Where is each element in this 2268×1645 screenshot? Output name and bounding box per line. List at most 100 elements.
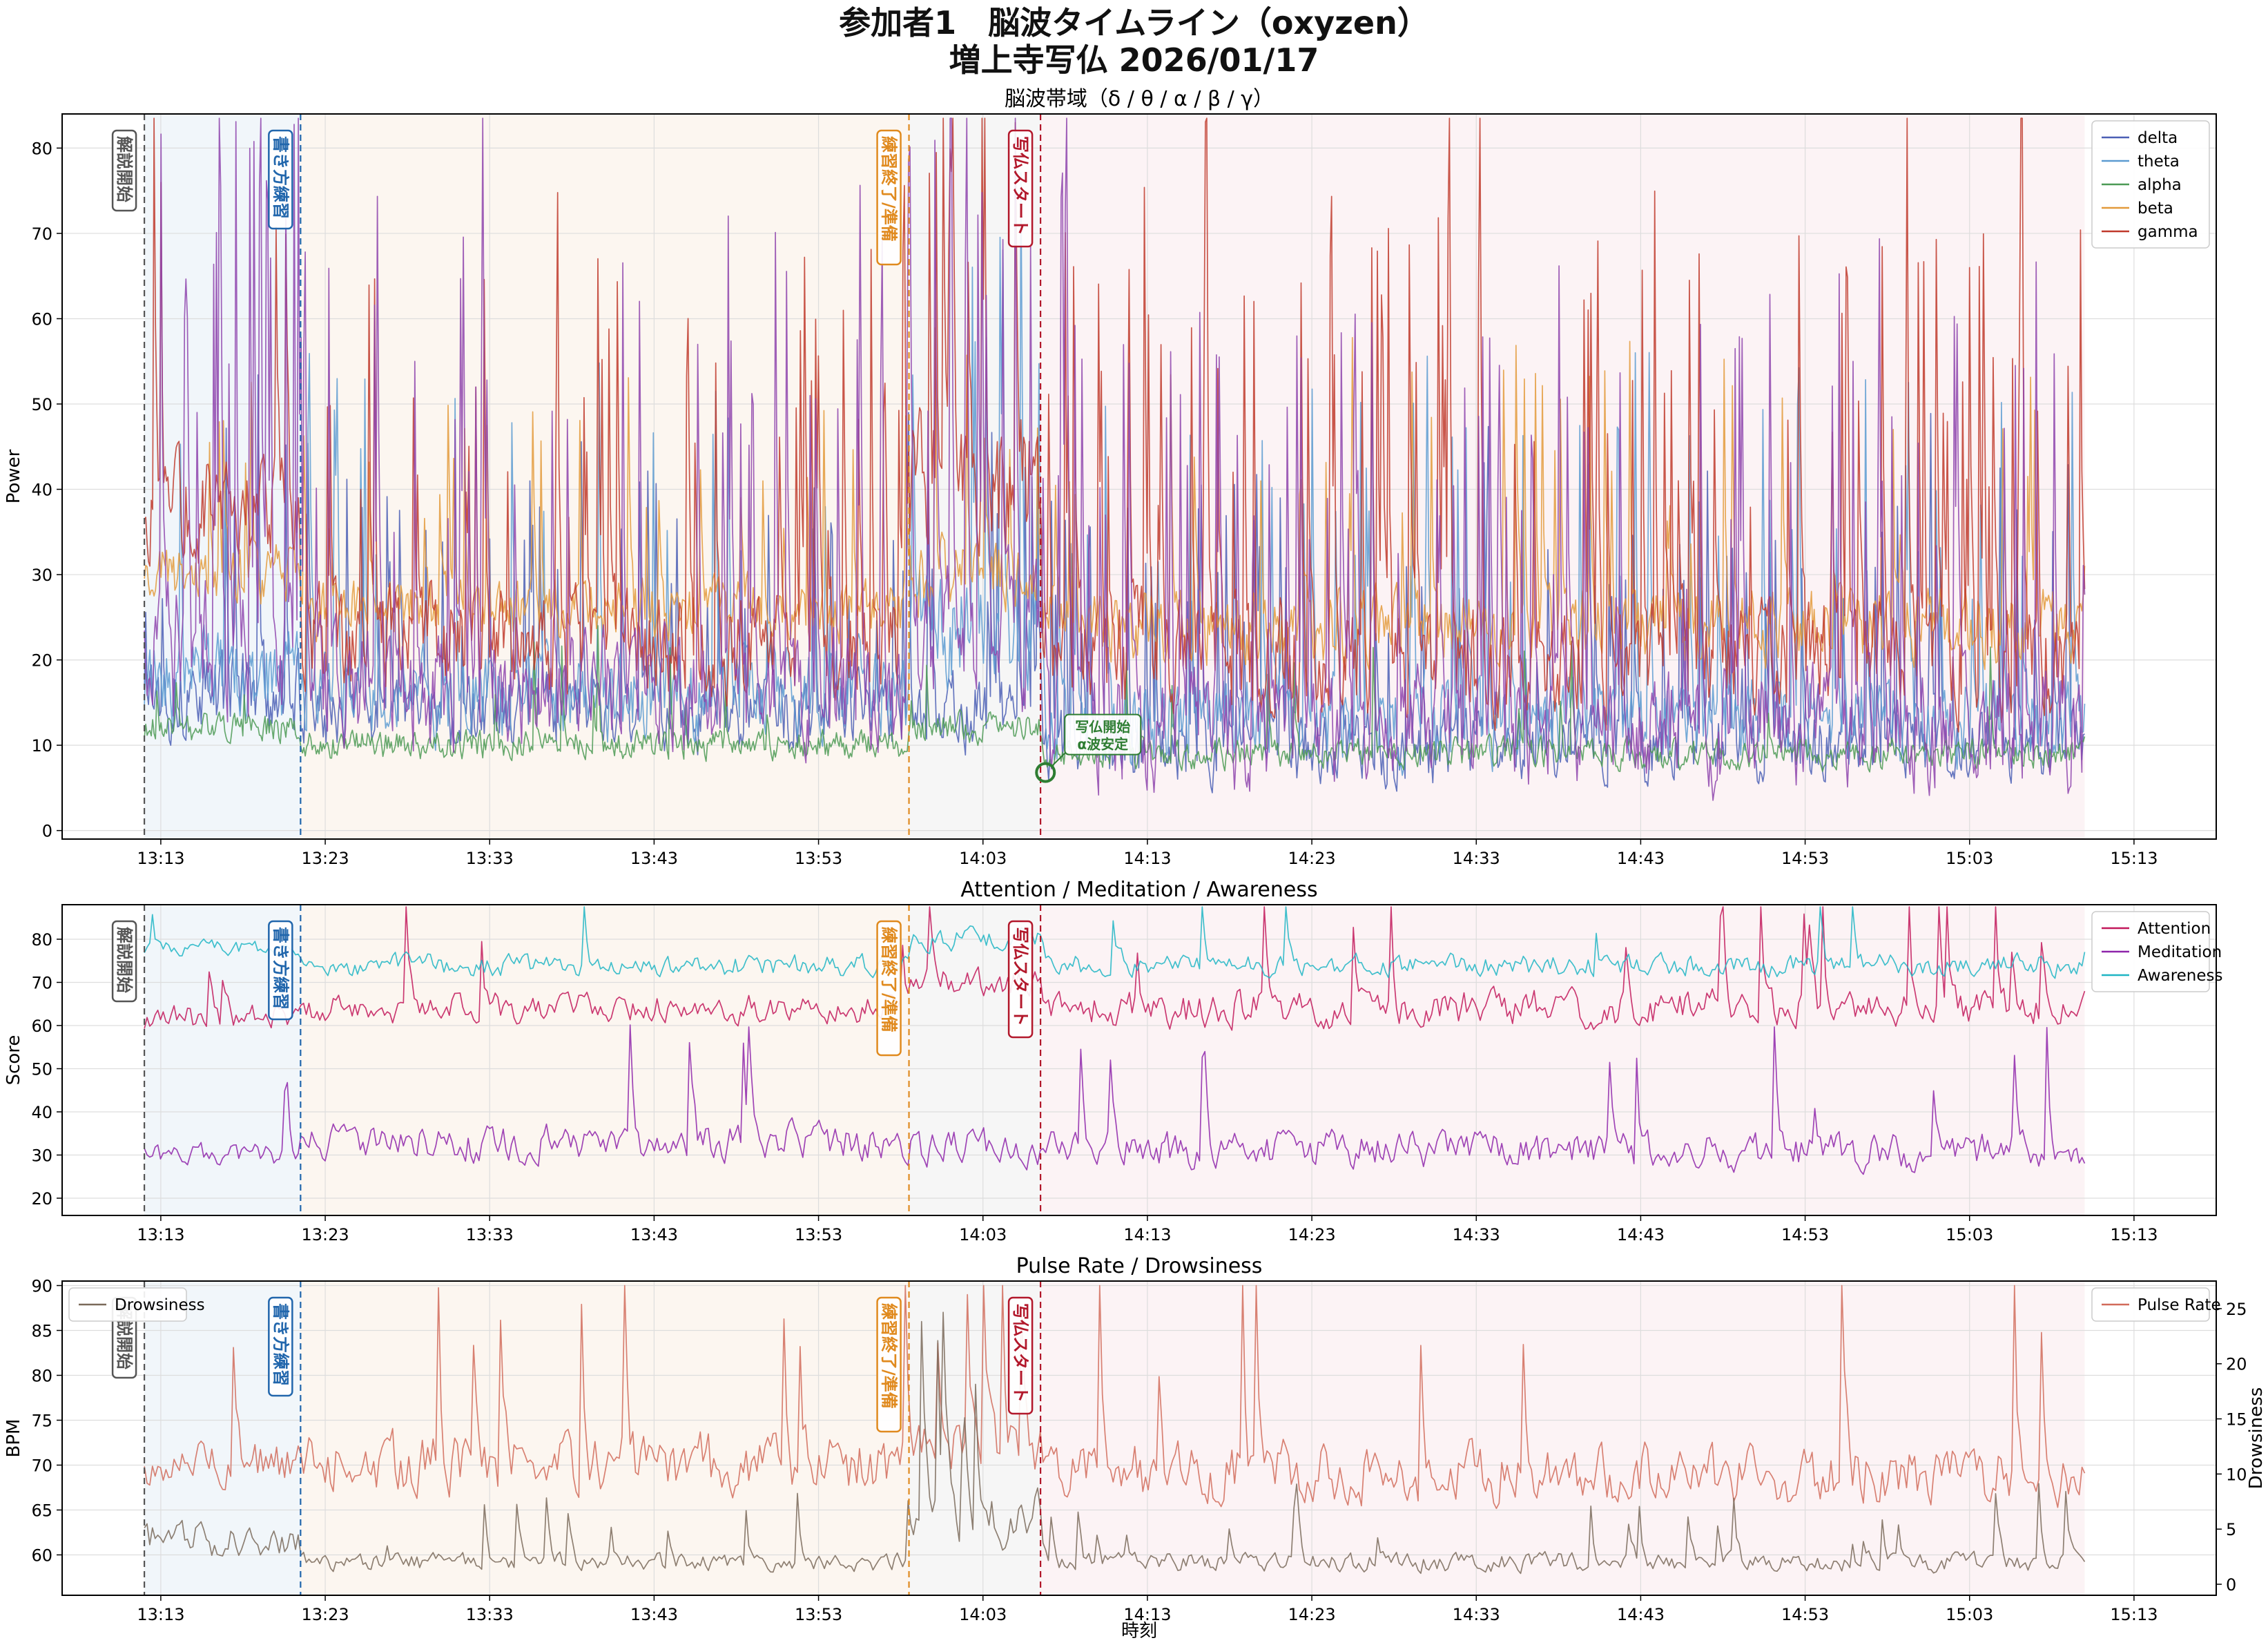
legend-label-beta: beta	[2138, 200, 2173, 218]
x-tick-label: 13:23	[301, 849, 349, 868]
y-tick-label: 80	[31, 930, 52, 950]
annotation-box	[1064, 713, 1142, 756]
x-tick-label: 13:33	[466, 849, 514, 868]
phase-marker-text: 解説開始	[115, 136, 134, 202]
x-tick-label: 14:23	[1288, 1225, 1335, 1244]
phase-marker-label-3: 写仏スタート	[1007, 920, 1034, 1039]
series-line-Attention	[144, 906, 2086, 1031]
y-tick-label: 10	[31, 736, 52, 756]
x-tick-label: 15:13	[2110, 849, 2158, 868]
x-tick-label: 14:03	[959, 1605, 1007, 1624]
y-tick-label: 60	[31, 1546, 52, 1566]
x-tick-label: 14:13	[1123, 1605, 1171, 1624]
phase-span-3	[1040, 1281, 2085, 1595]
phase-marker-text: 練習終了/準備	[880, 136, 899, 242]
x-tick-label: 14:43	[1617, 1605, 1665, 1624]
x-tick-label: 13:23	[301, 1225, 349, 1244]
phase-marker-box	[268, 129, 293, 230]
phase-marker-label-2: 練習終了/準備	[876, 129, 902, 266]
x-tick-label: 13:33	[466, 1225, 514, 1244]
phase-marker-text: 解説開始	[115, 927, 134, 993]
phase-marker-text: 写仏スタート	[1011, 1303, 1030, 1403]
pulse-drowsiness-panel: 60 65 70 75 80 85 90 13:13 13:23 13:33 13:43 13:53 1…	[3, 1254, 2267, 1624]
x-tick-label: 13:43	[630, 1225, 678, 1244]
phase-marker-label-1: 書き方練習	[268, 1296, 293, 1397]
y-right-tick-label: 15	[2226, 1410, 2247, 1430]
y-tick-label: 50	[31, 395, 52, 414]
x-tick-label: 15:13	[2110, 1225, 2158, 1244]
annotation-text-line2: α波安定	[1077, 736, 1128, 753]
y-tick-label: 80	[31, 1367, 52, 1386]
phase-marker-label-3: 写仏スタート	[1007, 129, 1034, 248]
series-line-Drowsiness	[144, 1311, 2086, 1575]
y-right-tick-label: 5	[2226, 1520, 2236, 1539]
phase-marker-box	[111, 920, 137, 1003]
annotation-text-line1: 写仏開始	[1075, 719, 1130, 735]
series-line-Pulse Rate	[144, 1285, 2086, 1510]
panel-title: Pulse Rate / Drowsiness	[1016, 1254, 1263, 1278]
eeg-bands-panel: 0 10 20 30 40 50 60 70 80 13:13 13:23 13:33 13:43 13:…	[3, 87, 2217, 868]
y-tick-label: 70	[31, 1456, 52, 1476]
phase-marker-label-2: 練習終了/準備	[876, 1296, 902, 1433]
legend-label-Meditation: Meditation	[2138, 943, 2222, 961]
x-tick-label: 14:13	[1123, 1225, 1171, 1244]
legend-box	[2091, 911, 2210, 992]
x-tick-label: 13:43	[630, 1605, 678, 1624]
phase-marker-label-1: 書き方練習	[268, 129, 293, 230]
x-tick-label: 14:33	[1453, 1225, 1500, 1244]
y-axis-label: Power	[3, 449, 24, 503]
y-tick-label: 85	[31, 1322, 52, 1341]
y-tick-label: 30	[31, 1146, 52, 1166]
legend-right: Pulse Rate	[2091, 1287, 2221, 1322]
x-tick-label: 14:03	[959, 849, 1007, 868]
series-line-Awareness	[144, 906, 2086, 979]
phase-marker-label-0: 解説開始	[111, 920, 137, 1003]
y-tick-label: 80	[31, 139, 52, 158]
phase-marker-text: 練習終了/準備	[880, 927, 899, 1032]
y-tick-label: 60	[31, 1017, 52, 1036]
x-tick-label: 15:13	[2110, 1605, 2158, 1624]
phase-marker-box	[1007, 920, 1034, 1039]
phase-marker-text: 書き方練習	[271, 1303, 290, 1386]
phase-marker-text: 練習終了/準備	[880, 1303, 899, 1409]
phase-marker-box	[1007, 129, 1034, 248]
y-tick-label: 90	[31, 1277, 52, 1296]
x-tick-label: 15:03	[1946, 1225, 1993, 1244]
x-tick-label: 13:13	[137, 849, 184, 868]
legend-box	[2091, 1287, 2210, 1322]
y-right-axis-label: Drowsiness	[2246, 1387, 2267, 1490]
phase-marker-text: 書き方練習	[271, 927, 290, 1010]
y-axis-label: Score	[3, 1035, 24, 1086]
legend: Attention Meditation Awareness	[2091, 911, 2223, 992]
legend-box	[68, 1287, 187, 1322]
y-axis-label: BPM	[3, 1419, 24, 1458]
y-tick-label: 0	[42, 822, 52, 841]
phase-marker-box	[268, 1296, 293, 1397]
attention-meditation-awareness-panel: 20 30 40 50 60 70 80 13:13 13:23 13:33 13:43 13:53 1…	[3, 878, 2223, 1244]
legend-left: Drowsiness	[68, 1287, 205, 1322]
x-tick-label: 15:03	[1946, 849, 1993, 868]
plot-frame	[61, 904, 2217, 1216]
x-tick-label: 14:53	[1781, 1225, 1829, 1244]
y-tick-label: 40	[31, 1103, 52, 1122]
x-tick-label: 14:23	[1288, 849, 1335, 868]
x-tick-label: 13:53	[795, 1605, 842, 1624]
series-line-gamma	[144, 117, 2086, 733]
panel-title: Attention / Meditation / Awareness	[960, 878, 1317, 902]
x-tick-label: 13:13	[137, 1225, 184, 1244]
x-tick-label: 14:43	[1617, 1225, 1665, 1244]
grid	[62, 1281, 2216, 1595]
annotation-marker	[1035, 762, 1056, 783]
x-tick-label: 14:23	[1288, 1605, 1335, 1624]
legend-label-Attention: Attention	[2138, 920, 2211, 938]
y-tick-label: 40	[31, 481, 52, 500]
legend-label-alpha: alpha	[2138, 176, 2182, 194]
x-tick-label: 13:53	[795, 849, 842, 868]
x-tick-label: 13:33	[466, 1605, 514, 1624]
phase-marker-label-2: 練習終了/準備	[876, 920, 902, 1057]
phase-marker-box	[876, 1296, 902, 1433]
x-tick-label: 14:53	[1781, 1605, 1829, 1624]
phase-marker-label-3: 写仏スタート	[1007, 1296, 1034, 1415]
phase-marker-box	[876, 920, 902, 1057]
